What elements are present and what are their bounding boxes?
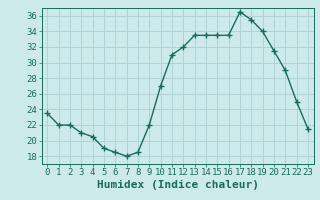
X-axis label: Humidex (Indice chaleur): Humidex (Indice chaleur) (97, 180, 259, 190)
